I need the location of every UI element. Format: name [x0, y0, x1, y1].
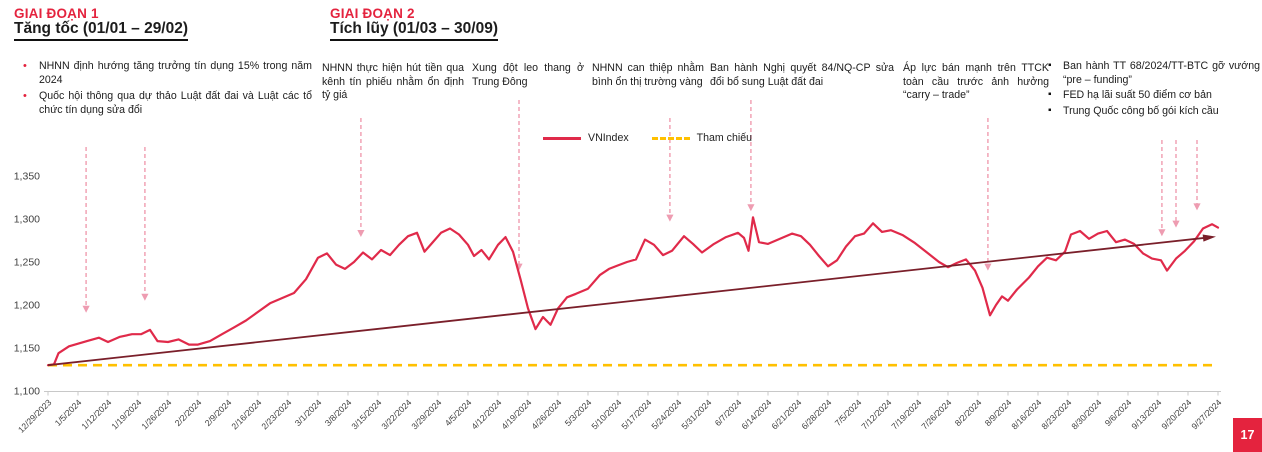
- phase1-bullet-text: Quốc hội thông qua dự thảo Luật đất đai …: [39, 90, 312, 116]
- event-arrow-head: [141, 293, 149, 301]
- phase2-bullet-text: FED hạ lãi suất 50 điểm cơ bản: [1063, 89, 1212, 102]
- phase2-bullet-list: Ban hành TT 68/2024/TT-BTC gỡ vướng “pre…: [1048, 59, 1260, 120]
- x-axis-label: 3/22/2024: [379, 397, 413, 431]
- event-arrow-head: [747, 204, 755, 212]
- x-axis-label: 8/23/2024: [1039, 397, 1073, 431]
- vnindex-line: [46, 216, 1220, 367]
- x-axis-label: 3/15/2024: [349, 397, 383, 431]
- x-axis-label: 6/14/2024: [739, 397, 773, 431]
- event-note-tin-phieu: NHNN thực hiện hút tiền qua kênh tín phi…: [322, 62, 464, 102]
- x-axis-label: 2/16/2024: [229, 397, 263, 431]
- event-arrow-head: [357, 230, 365, 238]
- x-axis-label: 6/28/2024: [799, 397, 833, 431]
- x-axis-label: 7/19/2024: [889, 397, 923, 431]
- phase1-bullet-list: NHNN định hướng tăng trưởng tín dụng 15%…: [14, 60, 312, 120]
- y-axis-label: 1,250: [14, 257, 40, 269]
- chart-legend: VNIndex Tham chiếu: [543, 132, 752, 144]
- legend-label-reference: Tham chiếu: [696, 132, 752, 144]
- x-axis-label: 7/12/2024: [859, 397, 893, 431]
- x-axis-label: 9/13/2024: [1129, 397, 1163, 431]
- phase1-bullet: NHNN định hướng tăng trưởng tín dụng 15%…: [14, 60, 312, 87]
- event-arrow-head: [666, 214, 674, 222]
- trend-arrow-head: [1202, 234, 1216, 242]
- legend-label-vnindex: VNIndex: [588, 132, 629, 144]
- x-axis-label: 1/19/2024: [109, 397, 143, 431]
- phase1-subtitle: Tăng tốc (01/01 – 29/02): [14, 20, 189, 41]
- x-axis-label: 5/31/2024: [679, 397, 713, 431]
- x-axis-label: 6/21/2024: [769, 397, 803, 431]
- event-arrow-head: [1193, 203, 1201, 211]
- x-axis-label: 12/29/2023: [16, 397, 54, 435]
- phase1-title: GIAI ĐOẠN 1: [14, 6, 99, 21]
- x-axis-label: 1/12/2024: [79, 397, 113, 431]
- phase2-bullet: Trung Quốc công bố gói kích cầu: [1048, 104, 1260, 119]
- y-axis-label: 1,200: [14, 300, 40, 312]
- x-axis-label: 2/23/2024: [259, 397, 293, 431]
- x-axis-label: 7/26/2024: [919, 397, 953, 431]
- event-arrow-head: [1158, 229, 1166, 237]
- x-axis-label: 8/2/2024: [953, 397, 984, 428]
- x-axis-label: 2/2/2024: [173, 397, 204, 428]
- x-axis-label: 4/12/2024: [469, 397, 503, 431]
- y-axis-label: 1,300: [14, 214, 40, 226]
- x-axis-label: 5/17/2024: [619, 397, 653, 431]
- phase2-subtitle: Tích lũy (01/03 – 30/09): [330, 20, 499, 41]
- x-axis-label: 4/26/2024: [529, 397, 563, 431]
- reference-dash-swatch: [651, 136, 690, 140]
- event-note-carry-trade: Áp lực bán mạnh trên TTCK toàn cầu trước…: [903, 62, 1049, 102]
- vnindex-line-swatch: [543, 136, 581, 140]
- x-axis-label: 3/29/2024: [409, 397, 443, 431]
- y-axis-label: 1,100: [14, 386, 40, 398]
- x-axis-label: 8/30/2024: [1069, 397, 1103, 431]
- trend-arrow-line: [47, 236, 1213, 367]
- x-axis-label: 8/16/2024: [1009, 397, 1043, 431]
- y-axis-label: 1,150: [14, 343, 40, 355]
- x-axis-label: 9/27/2024: [1189, 397, 1223, 431]
- event-note-trung-dong: Xung đột leo thang ở Trung Đông: [472, 62, 584, 88]
- event-arrow-head: [1172, 220, 1180, 228]
- event-arrow-head: [82, 305, 90, 313]
- x-axis-label: 9/20/2024: [1159, 397, 1193, 431]
- page-number-badge: 17: [1233, 418, 1262, 452]
- x-axis-label: 5/10/2024: [589, 397, 623, 431]
- y-axis-label: 1,350: [14, 171, 40, 183]
- phase2-title: GIAI ĐOẠN 2: [330, 6, 415, 21]
- phase2-bullet-text: Trung Quốc công bố gói kích cầu: [1063, 104, 1219, 117]
- x-axis-label: 4/19/2024: [499, 397, 533, 431]
- x-axis-label: 5/24/2024: [649, 397, 683, 431]
- phase2-bullet: FED hạ lãi suất 50 điểm cơ bản: [1048, 88, 1260, 103]
- phase1-bullet-text: NHNN định hướng tăng trưởng tín dụng 15%…: [39, 60, 312, 86]
- phase2-bullet: Ban hành TT 68/2024/TT-BTC gỡ vướng “pre…: [1048, 59, 1260, 87]
- x-axis-label: 3/1/2024: [293, 397, 324, 428]
- event-note-nghi-quyet-84: Ban hành Nghị quyết 84/NQ-CP sửa đổi bổ …: [710, 62, 894, 88]
- event-note-thi-truong-vang: NHNN can thiệp nhằm bình ổn thị trường v…: [592, 62, 704, 88]
- event-arrow-head: [984, 263, 992, 271]
- phase2-bullet-text: Ban hành TT 68/2024/TT-BTC gỡ vướng “pre…: [1063, 60, 1260, 86]
- phase1-bullet: Quốc hội thông qua dự thảo Luật đất đai …: [14, 90, 312, 117]
- x-axis-label: 1/26/2024: [139, 397, 173, 431]
